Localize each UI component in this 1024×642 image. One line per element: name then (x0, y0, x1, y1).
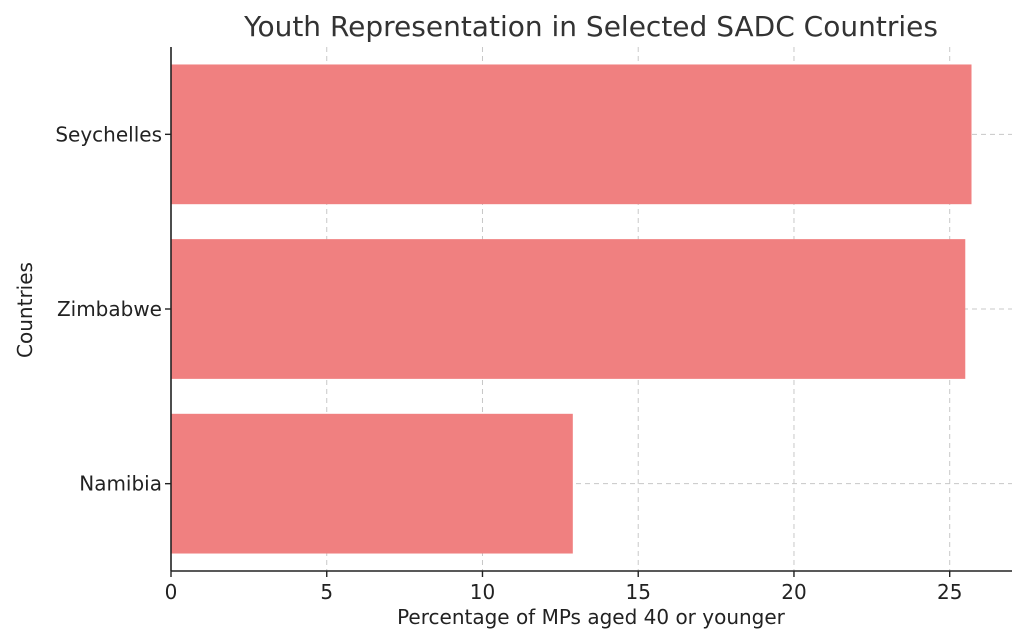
y-axis-ticks: Namibia Zimbabwe Seychelles (55, 122, 171, 496)
y-tick-label: Zimbabwe (57, 297, 162, 321)
bars (171, 64, 972, 554)
bar-namibia (171, 413, 573, 554)
x-tick-label: 5 (320, 580, 333, 604)
x-axis-label: Percentage of MPs aged 40 or younger (397, 605, 786, 629)
y-tick-label: Seychelles (55, 122, 162, 146)
bar-zimbabwe (171, 239, 966, 379)
x-tick-label: 15 (625, 580, 650, 604)
y-axis-label: Countries (13, 262, 37, 358)
y-tick-label: Namibia (79, 472, 162, 496)
x-tick-label: 0 (165, 580, 178, 604)
chart-title: Youth Representation in Selected SADC Co… (243, 10, 938, 43)
x-tick-label: 20 (781, 580, 806, 604)
bar-seychelles (171, 64, 972, 205)
x-tick-label: 10 (470, 580, 495, 604)
x-tick-label: 25 (937, 580, 962, 604)
x-axis-ticks: 0 5 10 15 20 25 (165, 571, 962, 604)
